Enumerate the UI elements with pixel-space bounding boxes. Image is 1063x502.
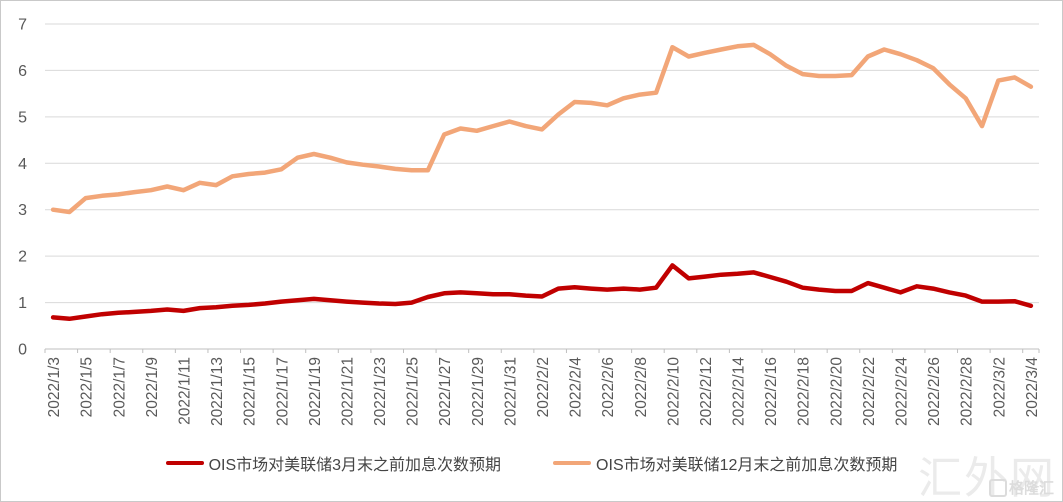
svg-text:2022/2/24: 2022/2/24 [893,357,910,426]
svg-text:1: 1 [18,295,27,312]
svg-text:2022/1/3: 2022/1/3 [46,357,63,417]
watermark-site-text: 汇外网 [918,454,1056,502]
svg-text:3: 3 [18,202,27,219]
svg-text:2022/1/25: 2022/1/25 [405,357,422,426]
svg-text:2022/1/29: 2022/1/29 [470,357,487,426]
svg-text:5: 5 [18,109,27,126]
december-series-line-swatch [553,460,592,466]
line-chart-plot-area: 0 1 2 3 4 5 6 7 2022/1/3 2022/1/5 2022/1/7 2022/1/9… [18,17,1041,426]
svg-text:2022/2/22: 2022/2/22 [861,357,878,426]
svg-text:2022/2/16: 2022/2/16 [763,357,780,426]
svg-text:4: 4 [18,156,27,173]
watermark-logo: 格隆汇 [988,479,1054,497]
svg-text:2022/2/6: 2022/2/6 [600,357,617,417]
svg-text:2022/1/13: 2022/1/13 [209,357,226,426]
svg-text:2022/2/14: 2022/2/14 [731,357,748,426]
svg-text:2022/1/27: 2022/1/27 [437,357,454,426]
watermark-logo-icon [988,479,1007,497]
svg-text:2022/3/2: 2022/3/2 [991,357,1008,417]
legend-item-march-series: OIS市场对美联储3月末之前加息次数预期 [165,451,502,475]
svg-text:2022/1/21: 2022/1/21 [339,357,356,426]
march-series-label: OIS市场对美联储3月末之前加息次数预期 [208,457,502,474]
march-series-line-swatch [165,460,204,466]
svg-text:2022/3/4: 2022/3/4 [1024,357,1041,418]
svg-text:2022/1/11: 2022/1/11 [177,357,194,425]
svg-text:2022/2/4: 2022/2/4 [568,357,585,418]
watermark-logo-text: 格隆汇 [1008,479,1054,497]
svg-text:2022/2/28: 2022/2/28 [959,357,976,426]
svg-text:7: 7 [18,17,27,34]
svg-text:2022/2/18: 2022/2/18 [796,357,813,426]
svg-text:2022/2/10: 2022/2/10 [665,357,682,426]
svg-text:2022/1/31: 2022/1/31 [502,357,519,426]
svg-text:2022/2/20: 2022/2/20 [828,357,845,426]
svg-text:2022/1/7: 2022/1/7 [111,357,128,417]
december-series-label: OIS市场对美联储12月末之前加息次数预期 [596,457,898,474]
svg-text:2022/1/23: 2022/1/23 [372,357,389,426]
watermark: 汇外网 格隆汇 [918,457,1056,501]
svg-text:2: 2 [18,249,27,266]
svg-text:2022/1/9: 2022/1/9 [144,357,161,417]
svg-text:0: 0 [18,342,27,359]
svg-text:2022/1/17: 2022/1/17 [274,357,291,426]
svg-text:2022/1/5: 2022/1/5 [79,357,96,417]
legend-item-december-series: OIS市场对美联储12月末之前加息次数预期 [553,451,897,475]
svg-text:2022/2/2: 2022/2/2 [535,357,552,417]
svg-text:2022/1/15: 2022/1/15 [242,357,259,426]
svg-text:2022/2/26: 2022/2/26 [926,357,943,426]
svg-text:6: 6 [18,63,27,80]
svg-text:2022/2/8: 2022/2/8 [633,357,650,417]
svg-text:2022/1/19: 2022/1/19 [307,357,324,426]
svg-text:2022/2/12: 2022/2/12 [698,357,715,426]
chart-legend: OIS市场对美联储3月末之前加息次数预期 OIS市场对美联储12月末之前加息次数… [1,451,1062,475]
